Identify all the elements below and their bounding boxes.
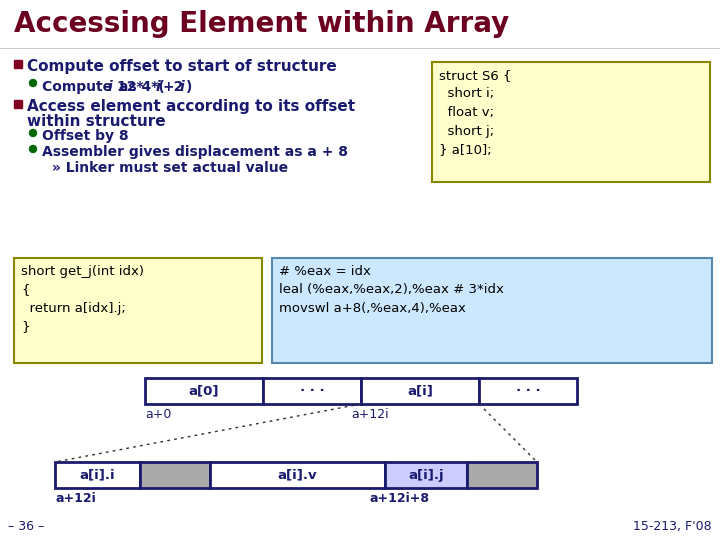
Text: +2: +2 [162,80,184,94]
Text: a[i].v: a[i].v [278,469,318,482]
Bar [361,378,479,404]
Bar [272,258,712,363]
Bar [210,462,385,488]
Circle shape [30,145,37,152]
Text: a+0: a+0 [145,408,171,421]
Text: i: i [156,80,161,94]
Text: · · ·: · · · [516,384,540,397]
Circle shape [30,79,37,86]
Text: a[i]: a[i] [407,384,433,397]
Bar [55,462,140,488]
Text: i: i [108,80,113,94]
Text: struct S6 {
  short i;
  float v;
  short j;
} a[10];: struct S6 { short i; float v; short j; }… [439,69,511,156]
Bar [467,462,537,488]
Bar [145,378,263,404]
Text: a+12i+8: a+12i+8 [370,492,430,505]
Text: a[i].j: a[i].j [408,469,444,482]
Bar [14,258,262,363]
Text: short get_j(int idx)
{
  return a[idx].j;
}: short get_j(int idx) { return a[idx].j; … [21,265,144,334]
Bar [479,378,577,404]
Text: a+12i: a+12i [55,492,96,505]
Text: Assembler gives displacement as a + 8: Assembler gives displacement as a + 8 [42,145,348,159]
Bar [385,462,467,488]
Text: as 4*(: as 4*( [114,80,165,94]
Text: 15-213, F'08: 15-213, F'08 [634,520,712,533]
Text: i: i [180,80,185,94]
Circle shape [30,130,37,137]
Text: Compute 12*: Compute 12* [42,80,143,94]
Text: Access element according to its offset: Access element according to its offset [27,99,355,114]
Bar [432,62,710,182]
Text: a[i].i: a[i].i [80,469,115,482]
Text: Accessing Element within Array: Accessing Element within Array [14,10,509,38]
Bar [263,378,361,404]
Text: ): ) [186,80,192,94]
Bar [140,462,210,488]
Text: within structure: within structure [27,114,166,129]
Text: Offset by 8: Offset by 8 [42,129,129,143]
Text: a+12i: a+12i [351,408,389,421]
Bar [14,60,22,68]
Text: a[0]: a[0] [189,384,220,397]
Text: – 36 –: – 36 – [8,520,44,533]
Bar [14,100,22,108]
Text: » Linker must set actual value: » Linker must set actual value [52,161,288,175]
Text: · · ·: · · · [300,384,324,397]
Text: # %eax = idx
leal (%eax,%eax,2),%eax # 3*idx
movswl a+8(,%eax,4),%eax: # %eax = idx leal (%eax,%eax,2),%eax # 3… [279,265,504,315]
Text: Compute offset to start of structure: Compute offset to start of structure [27,59,337,74]
